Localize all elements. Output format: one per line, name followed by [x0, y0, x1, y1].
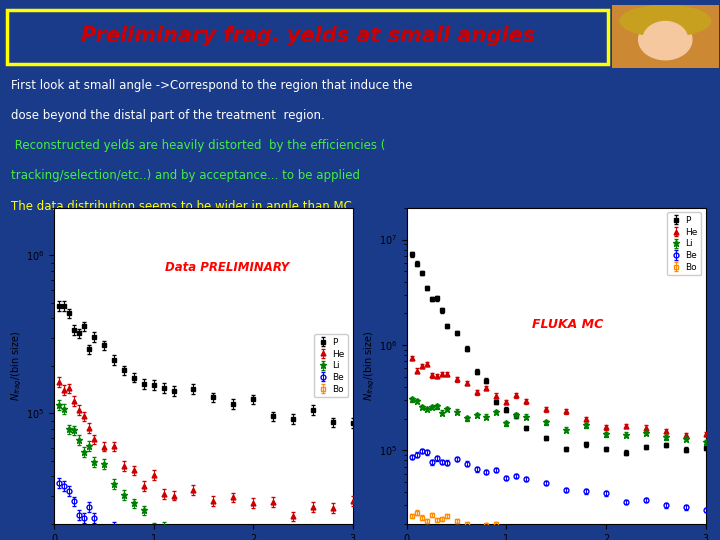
- Text: Data PRELIMINARY: Data PRELIMINARY: [165, 261, 289, 274]
- Text: Reconstructed yelds are heavily distorted  by the efficiencies (: Reconstructed yelds are heavily distorte…: [11, 139, 385, 152]
- Text: The data distribution seems to be wider in angle than MC: The data distribution seems to be wider …: [11, 200, 351, 213]
- FancyBboxPatch shape: [6, 10, 608, 64]
- Y-axis label: $N_{frag}$/(bin size): $N_{frag}$/(bin size): [10, 330, 24, 401]
- Legend: P, He, Li, Be, Bo: P, He, Li, Be, Bo: [314, 334, 348, 397]
- Text: tracking/selection/etc..) and by acceptance... to be applied: tracking/selection/etc..) and by accepta…: [11, 170, 360, 183]
- Text: Preliminary frag. yelds at small angles: Preliminary frag. yelds at small angles: [81, 26, 535, 46]
- Ellipse shape: [620, 5, 711, 36]
- Ellipse shape: [643, 22, 688, 58]
- Text: dose beyond the distal part of the treatment  region.: dose beyond the distal part of the treat…: [11, 109, 325, 122]
- Text: First look at small angle ->Correspond to the region that induce the: First look at small angle ->Correspond t…: [11, 78, 413, 91]
- Ellipse shape: [639, 19, 692, 60]
- Legend: P, He, Li, Be, Bo: P, He, Li, Be, Bo: [667, 212, 701, 275]
- Y-axis label: $N_{frag}$/(bin size): $N_{frag}$/(bin size): [363, 330, 377, 401]
- Text: FLUKA MC: FLUKA MC: [532, 318, 603, 331]
